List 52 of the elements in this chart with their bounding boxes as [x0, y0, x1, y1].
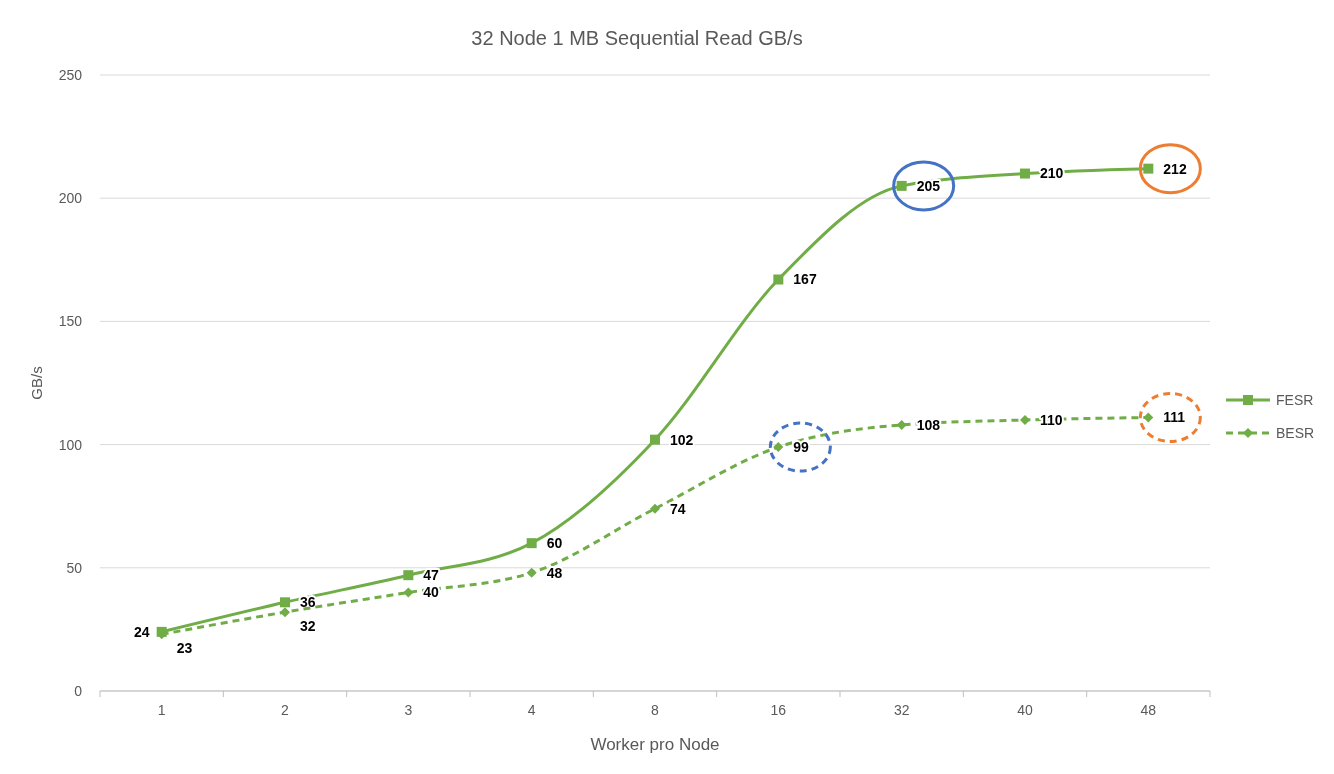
y-tick-label: 50: [66, 559, 83, 576]
x-tick-label: 40: [1017, 702, 1033, 718]
data-label: 205: [916, 177, 941, 194]
data-label: 167: [793, 271, 817, 288]
legend-label: FESR: [1276, 391, 1314, 408]
y-tick-label: 250: [58, 66, 83, 83]
point: [650, 503, 660, 514]
data-label: 36: [300, 594, 316, 611]
x-axis-title: Worker pro Node: [590, 735, 720, 754]
x-tick-label: 8: [651, 702, 660, 718]
data-label: 32: [300, 618, 316, 635]
data-label: 111: [1163, 409, 1186, 426]
x-tick-label: 1: [157, 702, 166, 718]
legend-label: BESR: [1276, 424, 1315, 441]
data-label: 48: [546, 564, 563, 581]
point: [403, 587, 414, 598]
point: [280, 607, 290, 618]
data-label: 24: [134, 623, 150, 640]
point: [280, 597, 290, 608]
point: [1143, 163, 1154, 174]
data-label: 23: [176, 640, 193, 657]
x-tick-label: 2: [281, 702, 290, 718]
data-label: 60: [546, 535, 563, 552]
y-tick-label: 100: [58, 436, 83, 453]
data-label: 47: [423, 567, 440, 584]
point: [1143, 412, 1154, 423]
point: [773, 274, 784, 285]
point: [526, 567, 537, 578]
data-label: 108: [916, 416, 941, 433]
point: [896, 419, 907, 430]
chart-title: 32 Node 1 MB Sequential Read GB/s: [471, 27, 803, 49]
data-label: 74: [670, 500, 686, 517]
x-tick-label: 4: [527, 702, 536, 718]
x-tick-label: 16: [770, 702, 787, 718]
point: [1020, 414, 1030, 425]
data-label: 110: [1040, 411, 1063, 428]
point: [526, 538, 537, 549]
data-label: 102: [670, 431, 694, 448]
point: [1020, 168, 1030, 179]
y-tick-label: 150: [58, 313, 83, 330]
x-tick-label: 3: [404, 702, 413, 718]
y-tick-label: 0: [74, 682, 83, 699]
y-tick-label: 200: [58, 190, 83, 207]
x-tick-label: 32: [893, 702, 910, 718]
data-label: 212: [1163, 160, 1187, 177]
point: [896, 180, 907, 191]
point: [403, 570, 414, 581]
point: [773, 442, 784, 453]
y-axis-title: GB/s: [28, 366, 45, 400]
point: [650, 434, 660, 445]
x-tick-label: 48: [1140, 702, 1157, 718]
data-label: 99: [793, 438, 810, 455]
